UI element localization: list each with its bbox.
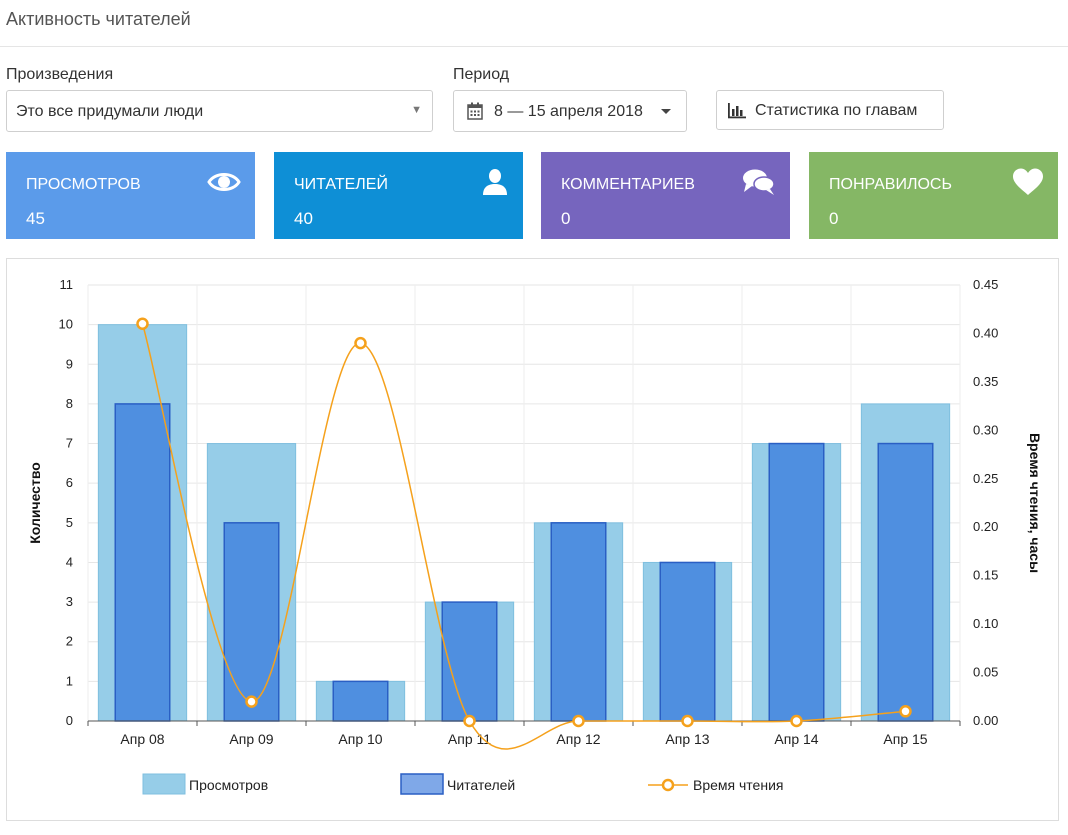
y-tick-label: 2 bbox=[66, 634, 73, 649]
legend-label-time: Время чтения bbox=[693, 777, 783, 793]
bar-chart-icon bbox=[728, 103, 746, 119]
reading-time-point bbox=[790, 714, 803, 728]
x-tick-label: Апр 14 bbox=[774, 731, 818, 747]
comments-icon bbox=[743, 169, 775, 195]
eye-icon bbox=[207, 173, 241, 191]
bar-readers bbox=[441, 601, 498, 722]
user-icon bbox=[483, 169, 507, 195]
period-picker-button[interactable]: 8 — 15 апреля 2018 bbox=[453, 90, 687, 132]
works-select-value: Это все придумали люди bbox=[16, 103, 204, 120]
bar-readers bbox=[659, 561, 716, 722]
reading-time-point bbox=[899, 705, 912, 718]
y2-tick-label: 0.15 bbox=[973, 568, 998, 583]
y-tick-label: 11 bbox=[60, 277, 74, 292]
tile-readers-label: Читателей bbox=[294, 176, 388, 193]
x-tick-label: Апр 15 bbox=[883, 731, 927, 747]
chapter-stats-button[interactable]: Статистика по главам bbox=[716, 90, 944, 130]
chapter-stats-label: Статистика по главам bbox=[755, 102, 918, 119]
bar-readers bbox=[223, 522, 280, 722]
y2-tick-label: 0.40 bbox=[973, 325, 998, 340]
legend-label-readers: Читателей bbox=[447, 777, 515, 793]
reader-activity-chart: 0 1 2 3 4 5 6 7 8 9 10 11 0.00 0.05 0.10 0.15 0.20 0.25 0.… bbox=[27, 277, 1043, 795]
reading-time-point bbox=[354, 336, 367, 350]
y-tick-label: 8 bbox=[66, 396, 73, 411]
tile-readers: Читателей 40 bbox=[274, 152, 523, 239]
y-tick-label: 4 bbox=[66, 554, 73, 569]
y-tick-label: 7 bbox=[66, 436, 73, 451]
page-header: Активность читателей bbox=[0, 0, 1068, 47]
period-value: 8 — 15 апреля 2018 bbox=[494, 103, 643, 120]
y2-tick-label: 0.25 bbox=[973, 471, 998, 486]
tile-comments-label: Комментариев bbox=[561, 176, 695, 193]
tile-views: Просмотров 45 bbox=[6, 152, 255, 239]
y2-tick-label: 0.00 bbox=[973, 713, 998, 728]
y-tick-label: 0 bbox=[66, 713, 73, 728]
y-tick-label: 3 bbox=[66, 594, 73, 609]
y-axis-title: Количество bbox=[27, 462, 43, 544]
x-tick-label: Апр 10 bbox=[338, 731, 382, 747]
legend-label-views: Просмотров bbox=[189, 777, 268, 793]
tile-comments: Комментариев 0 bbox=[541, 152, 790, 239]
y-tick-label: 6 bbox=[66, 475, 73, 490]
reading-time-point bbox=[245, 695, 258, 708]
heart-icon bbox=[1013, 168, 1043, 195]
period-label: Период bbox=[453, 66, 510, 83]
calendar-icon bbox=[467, 102, 483, 120]
reading-time-line bbox=[141, 323, 906, 750]
tile-comments-value: 0 bbox=[561, 209, 571, 228]
tile-likes-label: Понравилось bbox=[829, 176, 952, 193]
bar-readers bbox=[877, 442, 934, 722]
reading-time-point bbox=[463, 714, 476, 728]
y2-tick-label: 0.45 bbox=[973, 277, 998, 292]
reading-time-point bbox=[136, 317, 149, 331]
bar-readers bbox=[332, 680, 389, 722]
bar-readers bbox=[550, 522, 607, 722]
tile-likes-value: 0 bbox=[829, 209, 839, 228]
x-tick-label: Апр 08 bbox=[120, 731, 164, 747]
bar-readers bbox=[114, 403, 171, 722]
legend-swatch-time-marker bbox=[661, 778, 675, 792]
y2-tick-label: 0.05 bbox=[973, 665, 998, 680]
legend-swatch-readers bbox=[400, 773, 444, 795]
y2-tick-label: 0.10 bbox=[973, 616, 998, 631]
y2-tick-label: 0.20 bbox=[973, 519, 998, 534]
bar-readers bbox=[768, 442, 825, 722]
works-select[interactable]: Это все придумали люди ▼ bbox=[6, 90, 433, 132]
legend-swatch-views bbox=[142, 773, 186, 795]
y-tick-label: 5 bbox=[66, 515, 73, 530]
tile-views-label: Просмотров bbox=[26, 176, 141, 193]
works-label: Произведения bbox=[6, 66, 114, 83]
y2-tick-label: 0.35 bbox=[973, 374, 998, 389]
y-tick-label: 1 bbox=[66, 673, 73, 688]
y-tick-label: 10 bbox=[59, 317, 73, 332]
y2-axis-title: Время чтения, часы bbox=[1027, 433, 1043, 573]
reading-time-point bbox=[681, 714, 694, 728]
caret-down-icon bbox=[661, 109, 671, 114]
x-tick-label: Апр 12 bbox=[556, 731, 600, 747]
x-tick-label: Апр 09 bbox=[229, 731, 273, 747]
reading-time-point bbox=[572, 714, 585, 728]
x-tick-label: Апр 11 bbox=[448, 731, 491, 747]
tile-likes: Понравилось 0 bbox=[809, 152, 1058, 239]
chevron-down-icon: ▼ bbox=[411, 104, 422, 116]
y2-tick-label: 0.30 bbox=[973, 422, 998, 437]
x-tick-label: Апр 13 bbox=[665, 731, 709, 747]
tile-views-value: 45 bbox=[26, 209, 45, 228]
y-tick-label: 9 bbox=[66, 356, 73, 371]
reader-activity-chart-panel: 0 1 2 3 4 5 6 7 8 9 10 11 0.00 0.05 0.10 0.15 0.20 0.25 0.… bbox=[6, 258, 1059, 821]
page-title: Активность читателей bbox=[6, 9, 191, 29]
tile-readers-value: 40 bbox=[294, 209, 313, 228]
